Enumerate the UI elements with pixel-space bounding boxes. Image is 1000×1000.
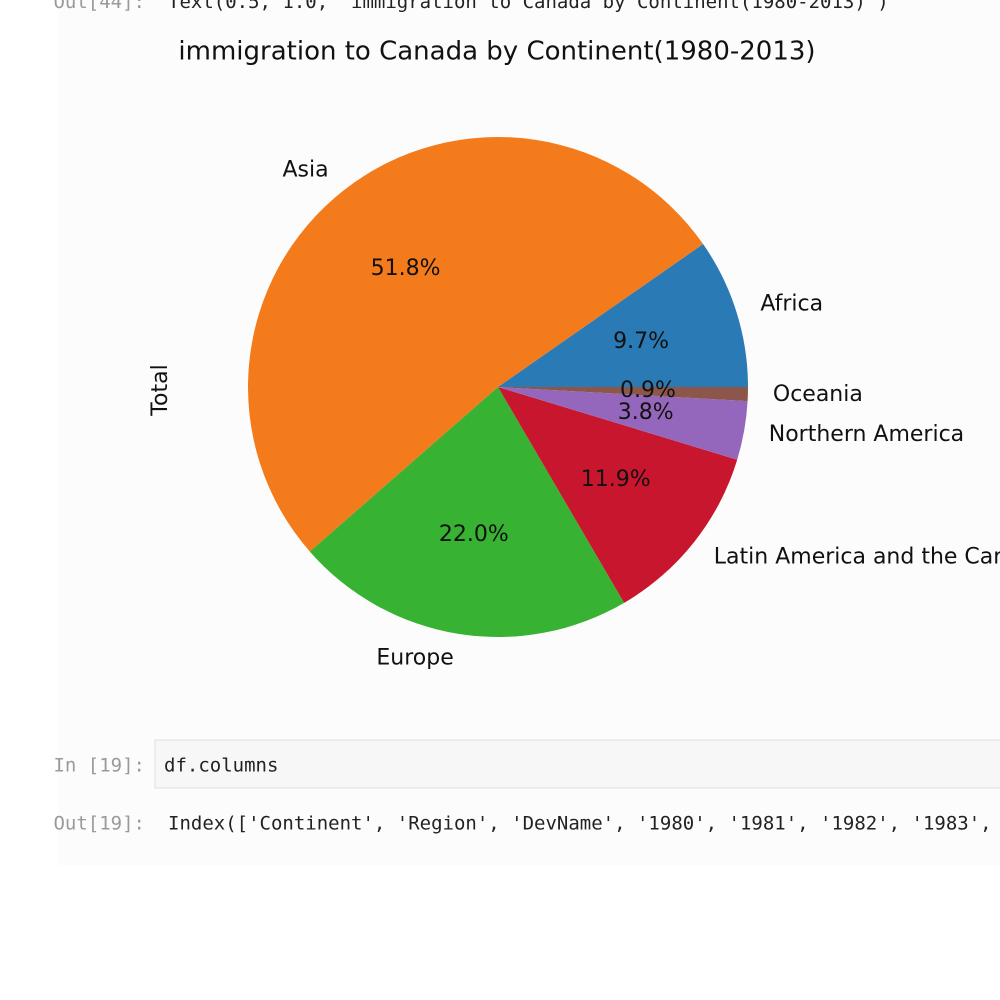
code-text[interactable]: df.columns (164, 755, 278, 777)
pie-slice (498, 387, 748, 402)
output-text: Text(0.5, 1.0, 'immigration to Canada by… (168, 0, 889, 13)
pie-slice (248, 137, 704, 552)
output-prompt: Out[44]: (53, 0, 145, 13)
pie-slice (498, 387, 748, 460)
slice-label: Europe (376, 645, 453, 670)
pie-slice (498, 387, 738, 603)
output-prompt: Out[19]: (53, 813, 145, 835)
input-prompt: In [19]: (53, 755, 145, 777)
code-cell[interactable] (154, 739, 1000, 789)
slice-percent: 9.7% (613, 329, 669, 354)
pie-slice (309, 387, 625, 638)
y-axis-label: Total (148, 364, 173, 416)
slice-percent: 11.9% (581, 467, 651, 492)
chart-title: immigration to Canada by Continent(1980-… (178, 37, 815, 67)
slice-label: Oceania (773, 382, 863, 407)
slice-label: Africa (760, 292, 823, 317)
pie: Africa 9.7% Asia 51.8% Europe 22.0% Latin Amer… (248, 137, 1000, 670)
output-text: Index(['Continent', 'Region', 'DevName',… (168, 813, 992, 835)
slice-percent: 51.8% (371, 256, 441, 281)
slice-label: Latin America and the Caribbean (714, 544, 1000, 569)
slice-label: Northern America (769, 422, 964, 447)
slice-percent: 0.9% (620, 378, 676, 403)
slice-label: Asia (282, 157, 328, 182)
slice-percent: 3.8% (618, 400, 674, 425)
slice-percent: 22.0% (439, 522, 509, 547)
pie-slice (498, 244, 748, 387)
